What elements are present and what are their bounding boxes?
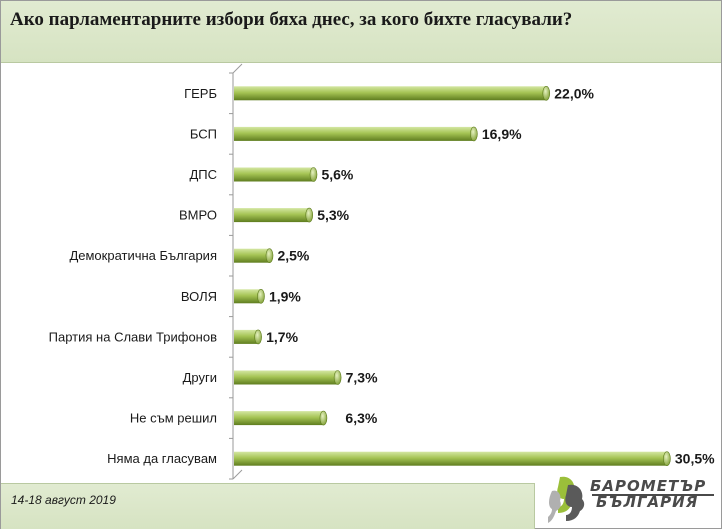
category-label: Партия на Слави Трифонов [49,329,217,344]
bar-cap [470,126,478,142]
barometer-logo: БАРОМЕТЪР БЪЛГАРИЯ [546,471,718,527]
bar [234,411,324,426]
bar [234,126,474,141]
chart-title: Ако парламентарните избори бяха днес, за… [10,9,573,30]
value-label: 30,5% [675,451,715,467]
category-label: Демократична България [69,248,217,263]
logo-divider [592,494,714,496]
bar-cap [257,288,265,304]
value-label: 1,7% [266,329,298,345]
category-label: ДПС [189,167,217,182]
value-label: 1,9% [269,288,301,304]
category-label: Няма да гласувам [107,451,217,466]
bar [234,167,314,182]
bar-cap [663,451,671,467]
bar-cap [309,167,318,182]
category-label: ГЕРБ [184,86,217,101]
category-axis [229,63,243,480]
category-label: ВОЛЯ [181,289,217,304]
bars-group: ГЕРБ 22,0% БСП 16,9% ДПС 5,6% ВМРО 5,3% Демократ… [49,85,715,466]
bar-cap [305,207,314,223]
value-label: 5,3% [317,207,349,223]
category-label: Други [183,370,217,385]
category-label: БСП [190,126,217,141]
survey-date: 14-18 август 2019 [11,493,116,507]
bar [234,370,338,385]
value-label: 5,6% [321,167,353,183]
logo-faces-icon [548,476,585,523]
title-panel: Ако парламентарните избори бяха днес, за… [1,1,721,63]
bar-cap [542,86,551,101]
value-label: 2,5% [277,248,309,264]
value-label: 6,3% [345,410,377,426]
bar [234,248,270,263]
value-label: 22,0% [554,85,594,101]
value-label: 16,9% [482,126,522,142]
bar-cap [254,329,262,345]
footer-panel: 14-18 август 2019 [1,483,535,529]
bar-cap [333,370,342,385]
value-label: 7,3% [346,370,378,386]
logo-text-bottom: БЪЛГАРИЯ [596,493,699,511]
bar-cap [265,248,274,263]
logo-text-top: БАРОМЕТЪР [590,477,707,495]
bar [234,289,261,304]
bar-cap [319,410,328,426]
bar [234,329,259,344]
category-label: Не съм решил [130,411,217,426]
bar [234,86,547,101]
bar [234,451,667,466]
category-label: ВМРО [179,208,217,223]
bar [234,208,310,223]
